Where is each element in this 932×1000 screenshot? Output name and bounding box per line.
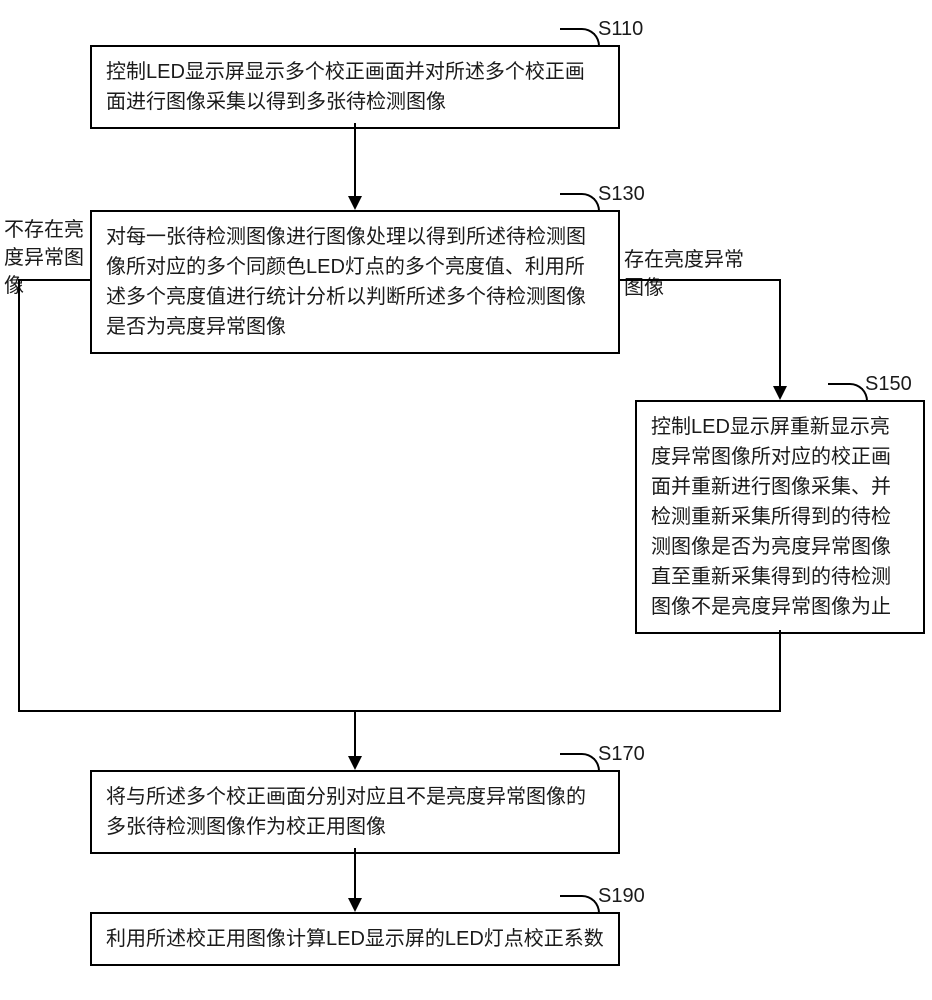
edge-s130-left-v xyxy=(18,279,20,712)
edge-label-has-anomaly: 存在亮度异常图像 xyxy=(624,246,744,302)
edge-s170-s190 xyxy=(354,848,356,900)
edge-s150-join-h xyxy=(354,710,781,712)
step-label-s170: S170 xyxy=(598,743,645,766)
edge-s110-s130 xyxy=(354,123,356,198)
edge-label-no-anomaly: 不存在亮度异常图像 xyxy=(4,216,90,300)
node-s150: 控制LED显示屏重新显示亮度异常图像所对应的校正画面并重新进行图像采集、并检测重… xyxy=(635,400,925,634)
node-s110: 控制LED显示屏显示多个校正画面并对所述多个校正画面进行图像采集以得到多张待检测… xyxy=(90,45,620,129)
edge-s170-s190-head xyxy=(348,898,362,912)
step-label-s150: S150 xyxy=(865,373,912,396)
edge-label-has-anomaly-text: 存在亮度异常图像 xyxy=(624,249,744,299)
edge-label-no-anomaly-text: 不存在亮度异常图像 xyxy=(4,219,84,297)
edge-s150-join-v xyxy=(779,630,781,710)
edge-join-s170 xyxy=(354,710,356,758)
step-label-s110: S110 xyxy=(598,18,643,41)
edge-s130-left-h2 xyxy=(18,710,356,712)
edge-s110-s130-head xyxy=(348,196,362,210)
node-s170: 将与所述多个校正画面分别对应且不是亮度异常图像的多张待检测图像作为校正用图像 xyxy=(90,770,620,854)
edge-join-s170-head xyxy=(348,756,362,770)
leader-s130 xyxy=(560,193,600,211)
flowchart-canvas: S110 控制LED显示屏显示多个校正画面并对所述多个校正画面进行图像采集以得到… xyxy=(0,0,932,1000)
node-s190: 利用所述校正用图像计算LED显示屏的LED灯点校正系数 xyxy=(90,912,620,966)
leader-s150 xyxy=(828,383,868,401)
node-s130: 对每一张待检测图像进行图像处理以得到所述待检测图像所对应的多个同颜色LED灯点的… xyxy=(90,210,620,354)
step-label-s130: S130 xyxy=(598,183,645,206)
leader-s170 xyxy=(560,753,600,771)
leader-s190 xyxy=(560,895,600,913)
edge-s130-s150-v xyxy=(779,279,781,388)
edge-s130-s150-head xyxy=(773,386,787,400)
edge-s130-left-h xyxy=(18,279,90,281)
leader-s110 xyxy=(560,28,600,46)
edge-s130-s150-h xyxy=(620,279,779,281)
step-label-s190: S190 xyxy=(598,885,645,908)
